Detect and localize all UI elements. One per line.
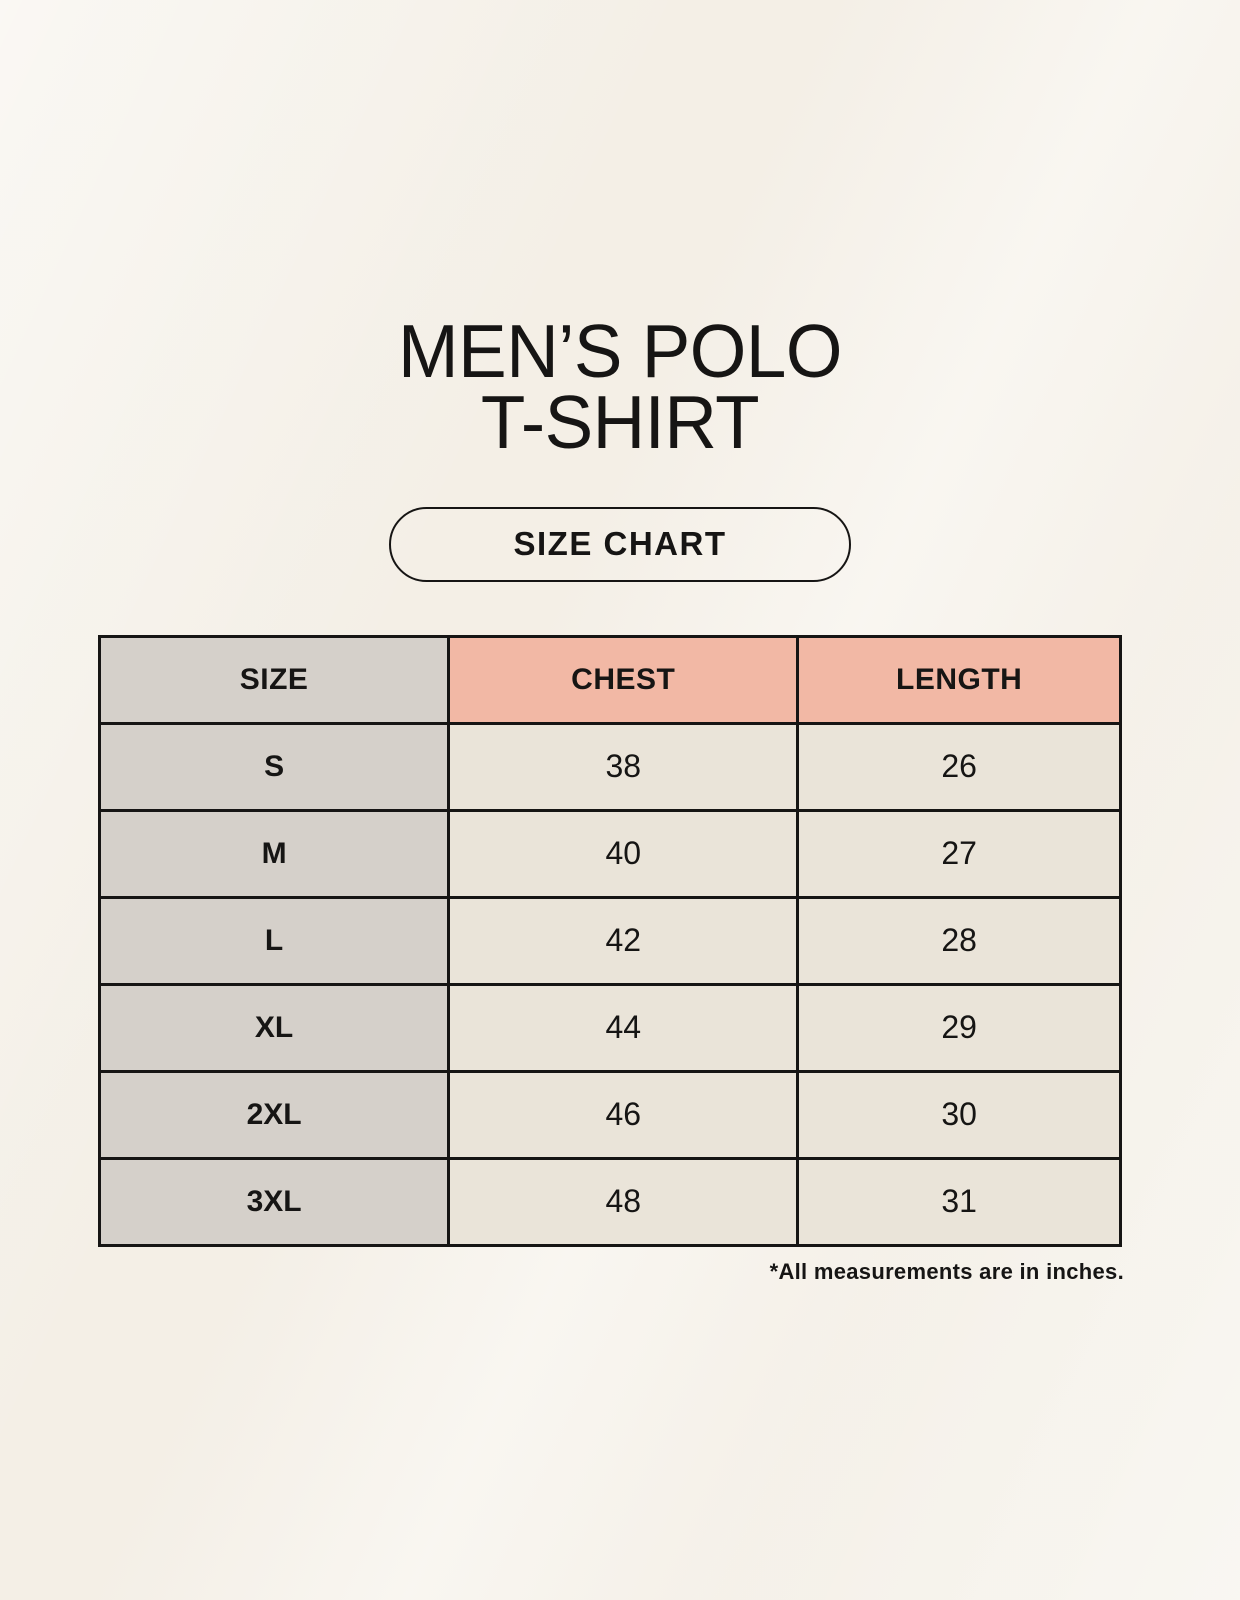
page-title-line1: MEN’S POLO (398, 309, 842, 393)
size-label: S (97, 721, 451, 812)
length-value: 28 (796, 895, 1122, 986)
size-table: SIZE CHEST LENGTH S 38 26 M 40 27 L 42 2… (97, 634, 1122, 1247)
length-value: 26 (796, 721, 1122, 812)
size-chart-button[interactable]: SIZE CHART (389, 506, 851, 582)
column-header-chest: CHEST (447, 634, 800, 725)
size-table-header: SIZE CHEST LENGTH (97, 634, 1122, 725)
size-label: 2XL (97, 1069, 451, 1160)
chest-value: 40 (447, 808, 800, 899)
page-title: MEN’S POLO T-SHIRT (0, 0, 1240, 465)
size-chart-button-wrap: SIZE CHART (0, 506, 1240, 582)
length-value: 27 (796, 808, 1122, 899)
chest-value: 44 (447, 982, 800, 1073)
column-header-size: SIZE (97, 634, 451, 725)
page-title-line2: T-SHIRT (480, 380, 760, 465)
length-value: 30 (796, 1069, 1122, 1160)
column-header-length: LENGTH (796, 634, 1122, 725)
size-label: L (97, 895, 451, 986)
length-value: 29 (796, 982, 1122, 1073)
table-row: S 38 26 (97, 721, 1122, 812)
table-header-row: SIZE CHEST LENGTH (97, 634, 1122, 725)
chest-value: 42 (447, 895, 800, 986)
table-row: 2XL 46 30 (97, 1069, 1122, 1160)
measurements-footnote: *All measurements are in inches. (769, 1258, 1124, 1284)
size-label: 3XL (97, 1156, 451, 1247)
table-row: XL 44 29 (97, 982, 1122, 1073)
table-row: L 42 28 (97, 895, 1122, 986)
chest-value: 38 (447, 721, 800, 812)
table-row: M 40 27 (97, 808, 1122, 899)
length-value: 31 (796, 1156, 1122, 1247)
size-table-body: S 38 26 M 40 27 L 42 28 XL 44 29 2XL 46 (97, 721, 1122, 1247)
table-row: 3XL 48 31 (97, 1156, 1122, 1247)
size-label: XL (97, 982, 451, 1073)
size-label: M (97, 808, 451, 899)
chest-value: 48 (447, 1156, 800, 1247)
chest-value: 46 (447, 1069, 800, 1160)
